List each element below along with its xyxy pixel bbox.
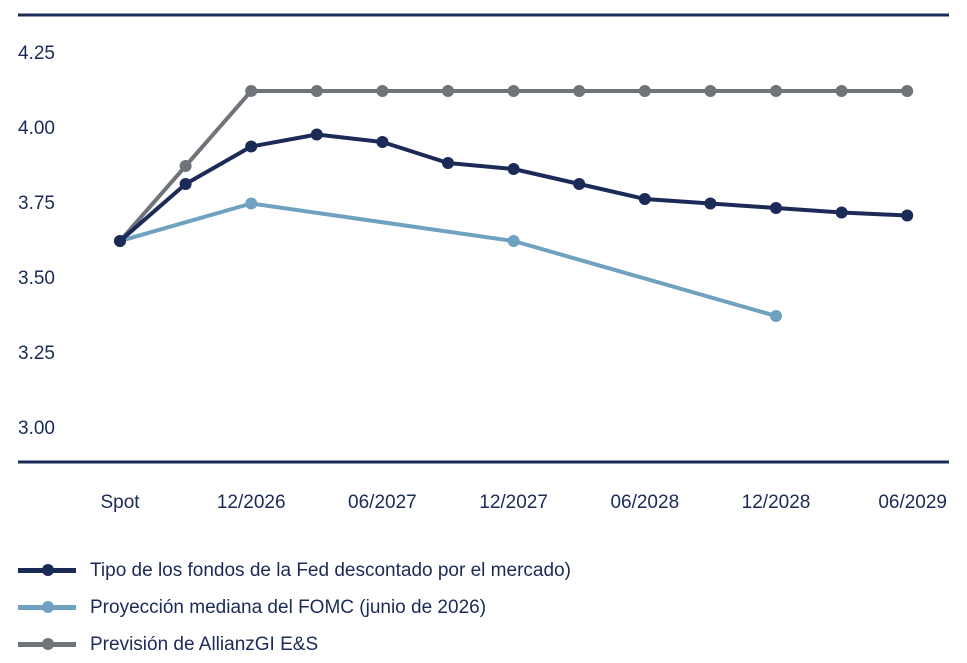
legend-swatch-allianzgi bbox=[18, 638, 76, 650]
legend-swatch-market bbox=[18, 564, 76, 576]
data-point-fomc bbox=[507, 235, 520, 247]
series-lines bbox=[114, 85, 914, 322]
data-point-allianzgi bbox=[835, 85, 848, 97]
data-point-fomc bbox=[770, 310, 782, 322]
line-chart: 3.00 3.25 3.50 3.75 4.00 4.25 Spot 12/2026 06/2… bbox=[18, 13, 949, 513]
legend-item-fomc: Proyección mediana del FOMC (junio de 20… bbox=[18, 589, 571, 626]
legend-item-market: Tipo de los fondos de la Fed descontado … bbox=[18, 552, 571, 589]
data-point-allianzgi bbox=[310, 85, 323, 97]
data-point-allianzgi bbox=[376, 85, 389, 97]
data-point-market bbox=[638, 193, 651, 205]
y-tick-label: 4.25 bbox=[18, 43, 55, 64]
data-point-market bbox=[573, 178, 586, 190]
x-tick-label: 12/2028 bbox=[742, 492, 811, 513]
x-tick-label: Spot bbox=[100, 492, 140, 513]
data-point-market bbox=[835, 206, 848, 219]
x-axis-ticks: Spot 12/2026 06/2027 12/2027 06/2028 12/2028 0… bbox=[100, 492, 947, 513]
x-tick-label: 06/2029 bbox=[878, 492, 947, 513]
data-point-market bbox=[704, 197, 717, 210]
x-tick-label: 12/2027 bbox=[479, 492, 548, 513]
x-tick-label: 06/2028 bbox=[610, 492, 679, 513]
data-point-allianzgi bbox=[245, 85, 258, 97]
y-axis-ticks: 3.00 3.25 3.50 3.75 4.00 4.25 bbox=[18, 43, 55, 439]
data-point-allianzgi bbox=[704, 85, 717, 97]
y-tick-label: 3.25 bbox=[18, 343, 55, 364]
data-point-allianzgi bbox=[638, 85, 651, 97]
data-point-allianzgi bbox=[179, 160, 192, 172]
legend: Tipo de los fondos de la Fed descontado … bbox=[18, 552, 571, 663]
data-point-allianzgi bbox=[573, 85, 586, 97]
data-point-market bbox=[442, 157, 454, 169]
legend-label-market: Tipo de los fondos de la Fed descontado … bbox=[90, 559, 571, 581]
legend-item-allianzgi: Previsión de AllianzGI E&S bbox=[18, 626, 571, 663]
y-tick-label: 3.00 bbox=[18, 418, 55, 439]
y-tick-label: 3.75 bbox=[18, 193, 55, 214]
data-point-market bbox=[114, 235, 126, 247]
data-point-allianzgi bbox=[770, 85, 782, 97]
series-line-fomc bbox=[118, 201, 778, 318]
data-point-fomc bbox=[245, 197, 258, 210]
data-point-market bbox=[376, 136, 389, 148]
series-line-market bbox=[118, 132, 910, 243]
legend-swatch-fomc bbox=[18, 601, 76, 613]
data-point-market bbox=[245, 140, 258, 153]
data-point-allianzgi bbox=[901, 85, 914, 97]
y-tick-label: 3.50 bbox=[18, 268, 55, 289]
data-point-allianzgi bbox=[442, 85, 454, 97]
data-point-market bbox=[901, 209, 914, 222]
data-point-market bbox=[770, 202, 782, 214]
y-tick-label: 4.00 bbox=[18, 118, 55, 139]
data-point-allianzgi bbox=[507, 85, 520, 97]
x-tick-label: 06/2027 bbox=[348, 492, 417, 513]
data-point-market bbox=[310, 128, 323, 141]
x-tick-label: 12/2026 bbox=[217, 492, 286, 513]
legend-label-fomc: Proyección mediana del FOMC (junio de 20… bbox=[90, 596, 487, 618]
data-point-market bbox=[507, 163, 520, 175]
legend-label-allianzgi: Previsión de AllianzGI E&S bbox=[90, 633, 319, 655]
data-point-market bbox=[179, 178, 192, 190]
